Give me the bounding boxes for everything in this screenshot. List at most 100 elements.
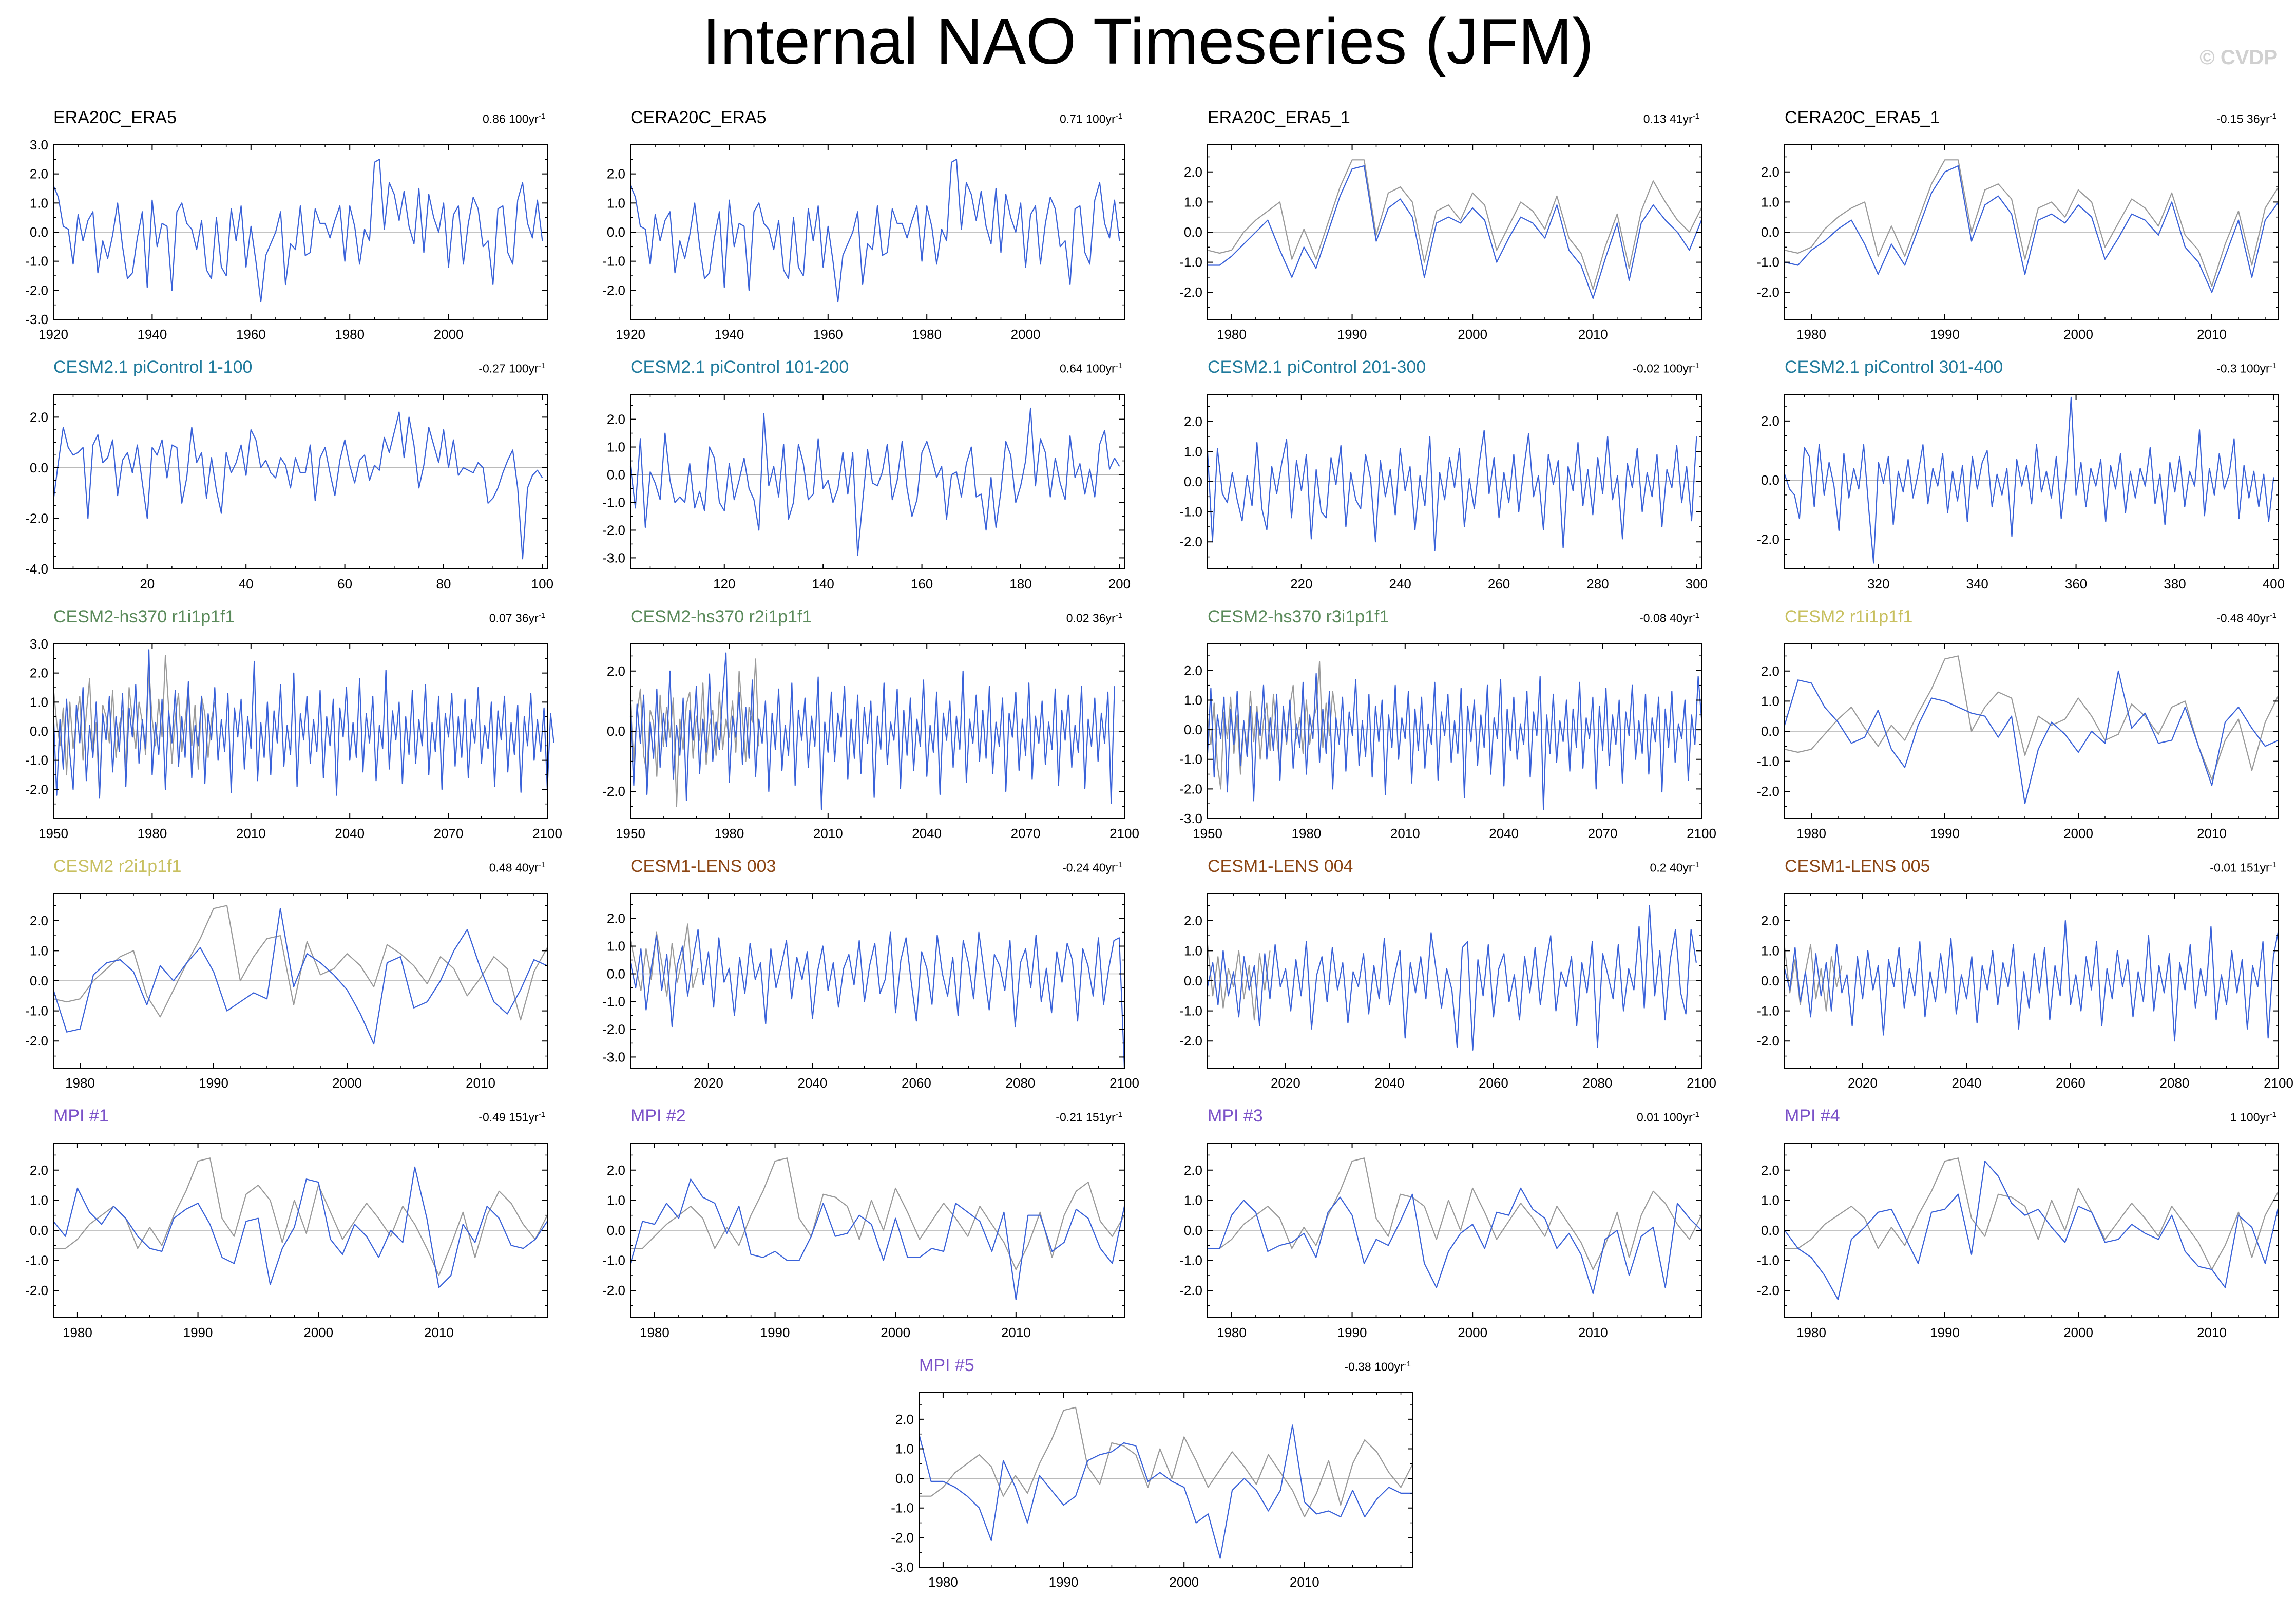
x-tick-label: 2100	[1687, 826, 1716, 841]
trend-unit-exponent: -1	[1115, 1110, 1122, 1119]
y-tick-label: 0.0	[30, 724, 48, 739]
y-tick-label: 0.0	[607, 966, 625, 982]
y-tick-label: -1.0	[1179, 1003, 1202, 1019]
y-tick-label: 0.0	[607, 467, 625, 483]
panel-title: ERA20C_ERA5_1	[1208, 108, 1350, 127]
x-tick-label: 2100	[1109, 826, 1139, 841]
y-tick-label: 2.0	[1761, 913, 1780, 928]
trend-unit-exponent: -1	[2269, 1110, 2276, 1119]
y-tick-label: -3.0	[891, 1559, 914, 1575]
y-tick-label: -1.0	[25, 1003, 48, 1019]
x-tick-label: 2000	[2063, 826, 2093, 841]
y-tick-label: 1.0	[1184, 444, 1202, 459]
trend-unit-exponent: -1	[1692, 112, 1699, 121]
y-tick-label: -1.0	[25, 1253, 48, 1268]
x-tick-label: 1960	[236, 327, 266, 342]
trend-text: 0.13 41yr	[1643, 112, 1693, 126]
x-tick-label: 2010	[1290, 1574, 1319, 1590]
nao-timeseries-plot: -2.0 -1.0 0.0 1.0 2.0 1980 1990 2000 2010	[602, 1143, 1125, 1340]
x-tick-label: 140	[812, 576, 834, 592]
series-line-model	[1784, 396, 2274, 564]
x-tick-label: 2040	[797, 1075, 827, 1091]
x-tick-label: 2000	[881, 1325, 910, 1340]
y-tick-label: -2.0	[602, 1283, 625, 1298]
trend-text: 0.48 40yr	[489, 861, 539, 874]
trend-unit-exponent: -1	[538, 362, 545, 370]
x-tick-label: 1980	[1291, 826, 1321, 841]
series-line-observed	[1785, 1157, 2279, 1270]
x-tick-label: 1980	[1217, 1325, 1247, 1340]
panel-trend-value: 0.86 100yr-1	[483, 112, 545, 126]
trend-unit-exponent: -1	[538, 1110, 545, 1119]
x-tick-label: 1980	[63, 1325, 92, 1340]
chart-panel-mpi-5: MPI #5 -0.38 100yr-1 -3.0 -2.0 -1.0 0.0 1.0 2.0…	[866, 1354, 1437, 1601]
y-tick-label: 2.0	[607, 1163, 625, 1178]
x-tick-label: 1980	[1796, 826, 1826, 841]
x-tick-label: 1920	[616, 327, 645, 342]
y-tick-label: 1.0	[1761, 943, 1780, 958]
y-tick-label: 0.0	[30, 973, 48, 988]
y-tick-label: 2.0	[607, 663, 625, 679]
nao-timeseries-plot: -3.0 -2.0 -1.0 0.0 1.0 2.0 3.0 1920 1940 1960 1980…	[25, 137, 548, 342]
chart-panel-cera20c-era5: CERA20C_ERA5 0.71 100yr-1 -2.0 -1.0 0.0 1.0 2.…	[577, 106, 1148, 353]
trend-text: 0.01 100yr	[1636, 1110, 1693, 1124]
chart-panel-mpi-3: MPI #3 0.01 100yr-1 -2.0 -1.0 0.0 1.0 2.0 1980 1…	[1154, 1104, 1725, 1352]
trend-unit-exponent: -1	[2269, 611, 2276, 620]
y-tick-label: 2.0	[1761, 164, 1780, 180]
y-tick-label: 0.0	[30, 460, 48, 475]
trend-text: 0.2 40yr	[1650, 861, 1693, 874]
trend-unit-exponent: -1	[1692, 362, 1699, 370]
x-tick-label: 180	[1009, 576, 1031, 592]
y-tick-label: 0.0	[1761, 724, 1780, 739]
x-tick-label: 340	[1966, 576, 1988, 592]
y-tick-label: 1.0	[1761, 693, 1780, 709]
x-tick-label: 2010	[424, 1325, 454, 1340]
panel-title: MPI #4	[1785, 1106, 1840, 1126]
y-tick-label: -3.0	[602, 550, 625, 565]
y-tick-label: 1.0	[30, 943, 48, 958]
x-tick-label: 220	[1290, 576, 1312, 592]
series-line-observed	[1784, 655, 2279, 780]
y-tick-label: -2.0	[1179, 534, 1202, 549]
x-tick-label: 240	[1389, 576, 1411, 592]
x-tick-label: 1940	[714, 327, 744, 342]
y-tick-label: 0.0	[607, 724, 625, 739]
panel-trend-value: 0.64 100yr-1	[1060, 362, 1122, 376]
x-tick-label: 360	[2065, 576, 2087, 592]
x-tick-label: 1990	[199, 1075, 228, 1091]
series-line-observed	[1207, 944, 1271, 1021]
x-tick-label: 2000	[2063, 327, 2093, 342]
nao-timeseries-plot: -2.0 -1.0 0.0 1.0 2.0 3.0 1950 1980 2010 2040 2070…	[25, 636, 562, 841]
series-line-model	[1784, 670, 2279, 804]
x-tick-label: 400	[2263, 576, 2285, 592]
panel-title: CESM2.1 piControl 101-200	[630, 357, 849, 377]
trend-unit-exponent: -1	[538, 112, 545, 121]
y-tick-label: -1.0	[1756, 1253, 1780, 1268]
x-tick-label: 1990	[1049, 1574, 1079, 1590]
y-tick-label: 0.0	[1761, 224, 1780, 240]
plot-frame	[919, 1392, 1413, 1568]
y-tick-label: 0.0	[1184, 224, 1202, 240]
panel-title: CESM1-LENS 003	[630, 857, 776, 876]
y-tick-label: -2.0	[602, 1021, 625, 1037]
chart-panel-cesm2-1-picontrol-301-400: CESM2.1 piControl 301-400 -0.3 100yr-1 -2.…	[1731, 355, 2296, 603]
y-tick-label: -1.0	[602, 994, 625, 1009]
x-tick-label: 2010	[1578, 327, 1608, 342]
panel-trend-value: 0.48 40yr-1	[489, 861, 545, 875]
x-tick-label: 2080	[2160, 1075, 2190, 1091]
y-tick-label: -2.0	[602, 522, 625, 538]
nao-timeseries-plot: -2.0 -1.0 0.0 1.0 2.0 1980 1990 2000 2010	[1179, 1143, 1702, 1340]
nao-timeseries-plot: -2.0 -1.0 0.0 1.0 2.0 2020 2040 2060 2080 2100	[1179, 893, 1716, 1091]
trend-text: -0.15 36yr	[2216, 112, 2270, 126]
y-tick-label: -1.0	[1179, 255, 1202, 270]
chart-panel-cesm2-r2i1p1f1: CESM2 r2i1p1f1 0.48 40yr-1 -2.0 -1.0 0.0 1.0 2…	[0, 854, 571, 1102]
x-tick-label: 2010	[2197, 1325, 2227, 1340]
panel-trend-value: -0.27 100yr-1	[479, 362, 545, 376]
trend-text: -0.48 40yr	[2216, 611, 2270, 625]
series-line-model	[1207, 905, 1697, 1051]
y-tick-label: -2.0	[1756, 1033, 1780, 1049]
series-line-model	[52, 411, 543, 560]
x-tick-label: 1980	[1796, 1325, 1826, 1340]
chart-panel-cesm1-lens-003: CESM1-LENS 003 -0.24 40yr-1 -3.0 -2.0 -1.0 0.…	[577, 854, 1148, 1102]
trend-text: 0.02 36yr	[1066, 611, 1116, 625]
